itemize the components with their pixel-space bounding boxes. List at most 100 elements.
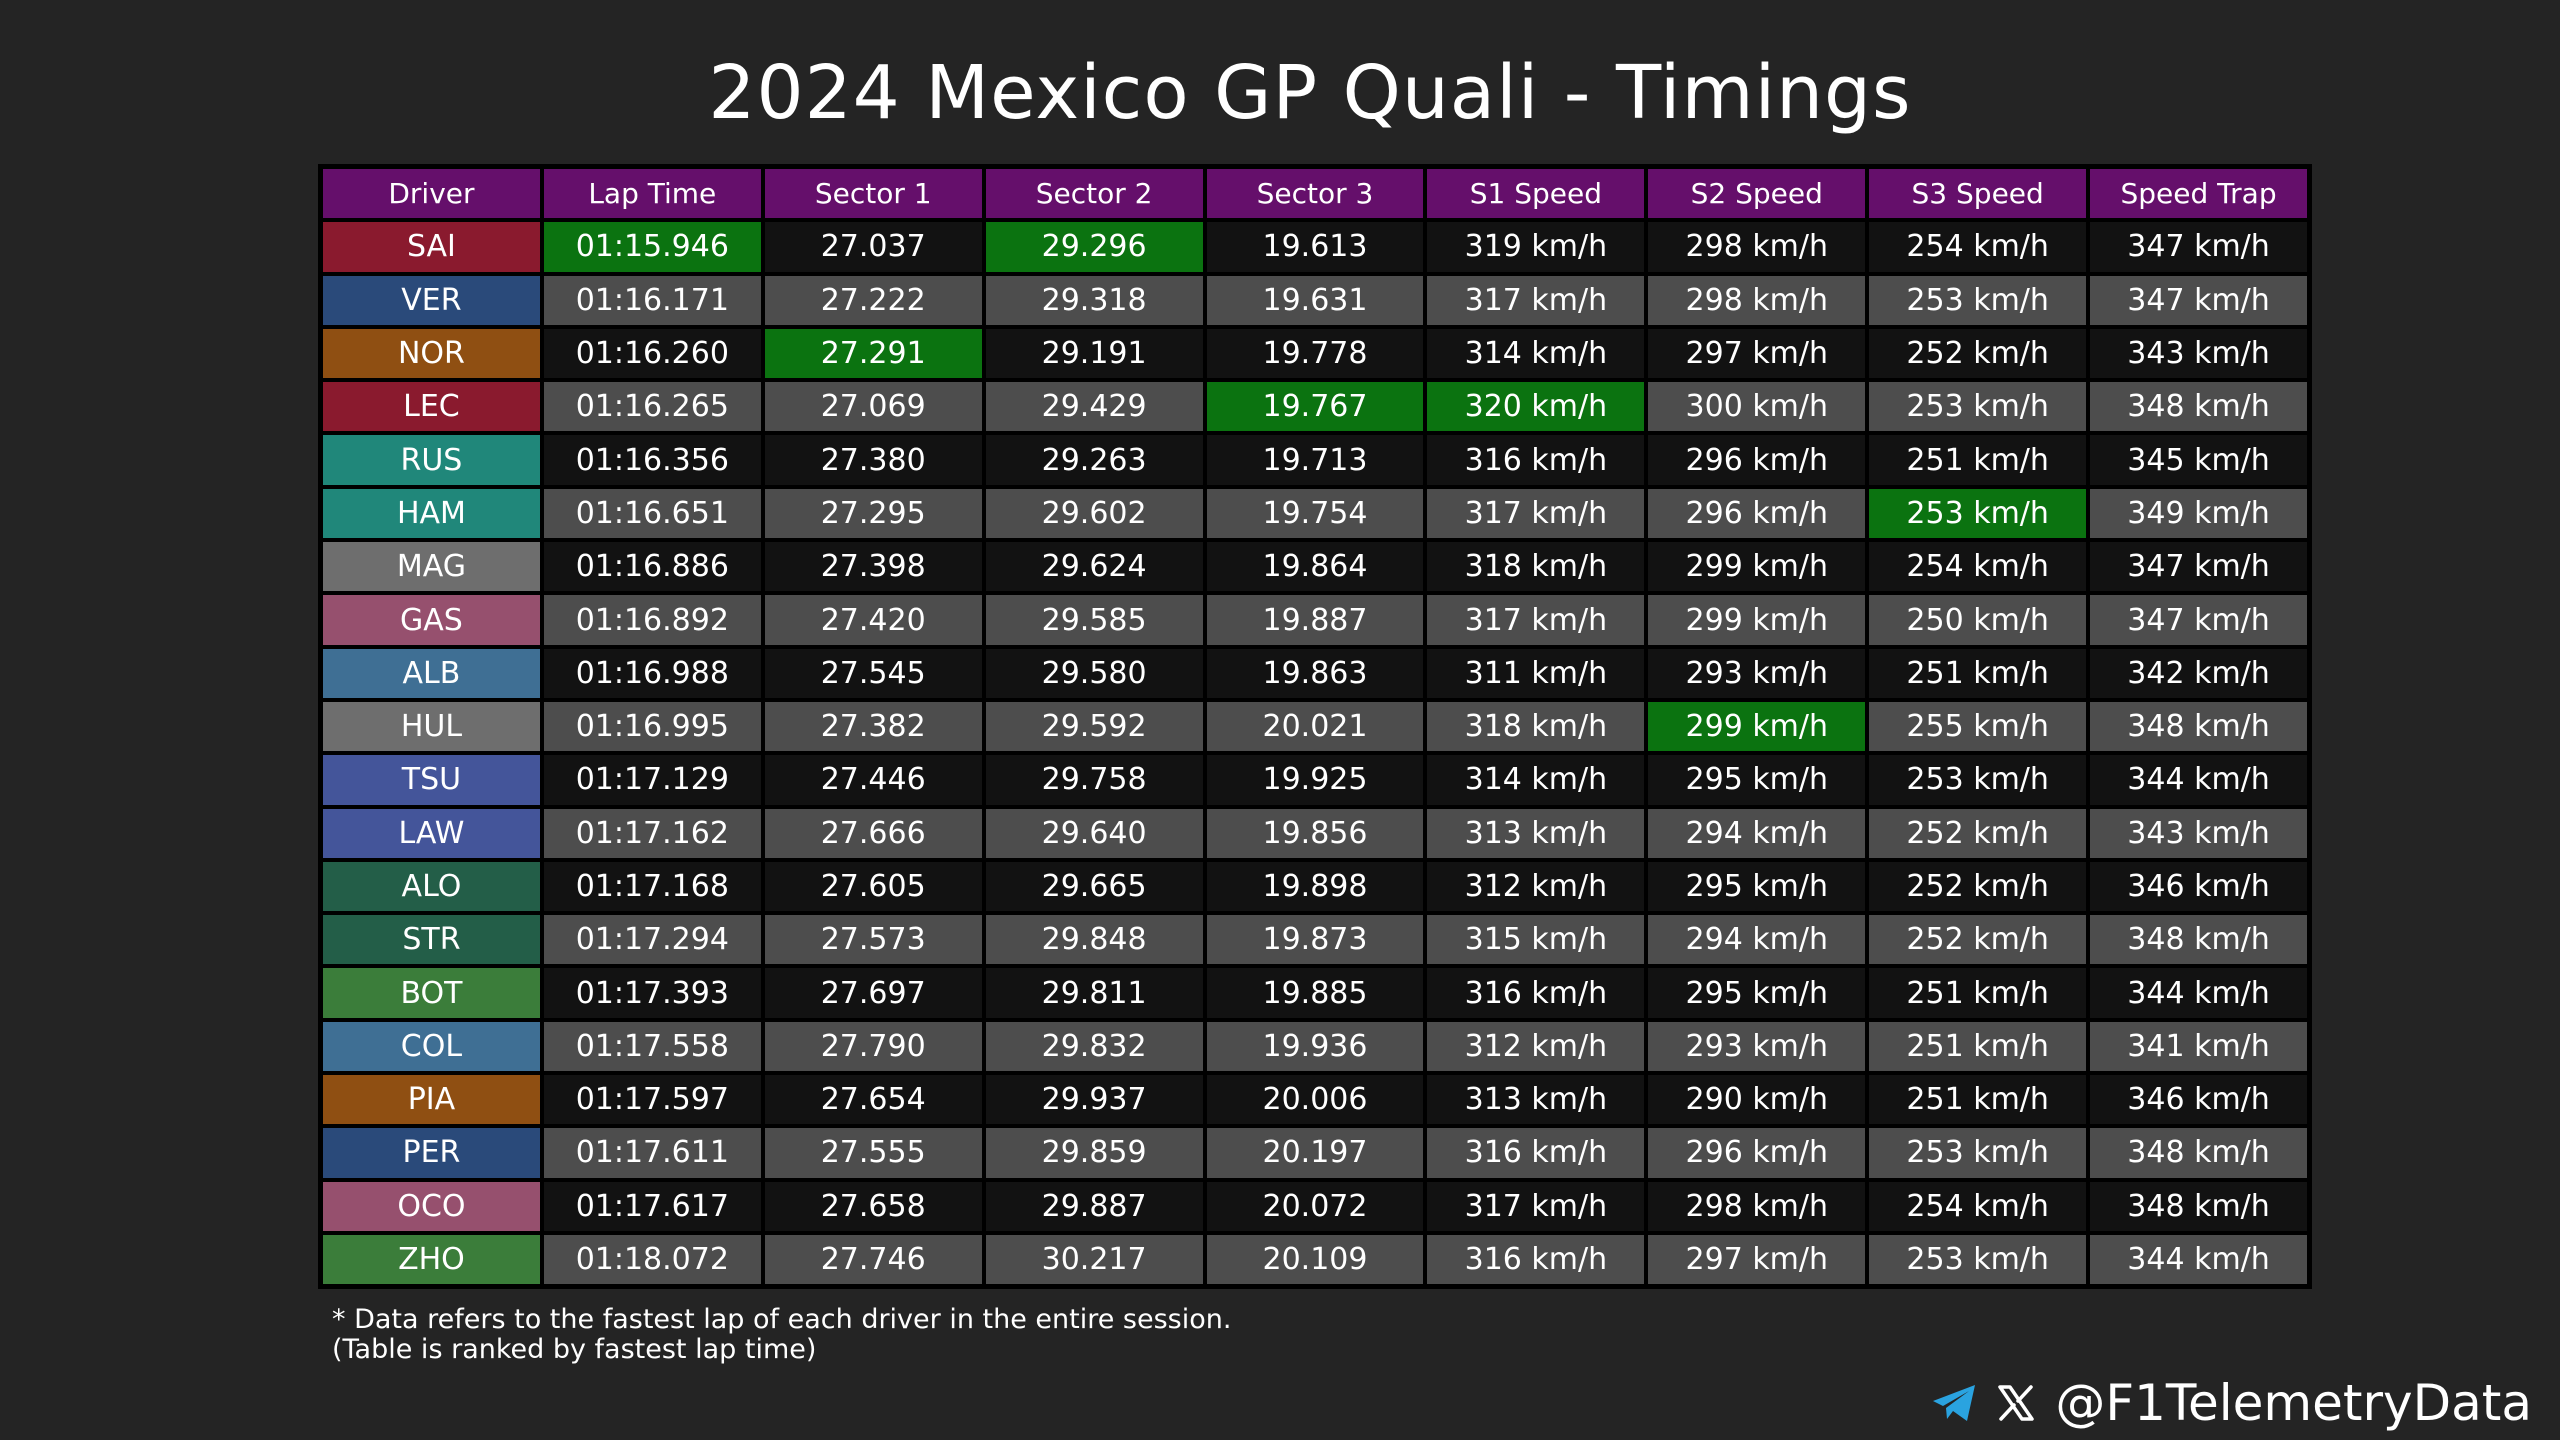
driver-cell: LAW <box>321 806 542 860</box>
s1-speed-cell: 317 km/h <box>1425 273 1647 327</box>
s2-speed-cell: 296 km/h <box>1646 486 1868 541</box>
page-title: 2024 Mexico GP Quali - Timings <box>708 50 1912 136</box>
s3-speed-cell: 253 km/h <box>1867 1232 2089 1287</box>
s3-speed-cell: 251 km/h <box>1867 646 2089 700</box>
speed-trap-cell: 342 km/h <box>2088 646 2309 700</box>
sector-2-cell: 29.585 <box>983 593 1205 647</box>
lap-time-cell: 01:17.617 <box>541 1179 763 1233</box>
lap-time-cell: 01:16.265 <box>541 380 763 434</box>
sector-2-cell: 29.191 <box>983 326 1205 381</box>
s2-speed-cell: 293 km/h <box>1646 646 1868 700</box>
sector-1-cell: 27.398 <box>762 540 984 594</box>
sector-2-cell: 29.887 <box>983 1179 1205 1233</box>
sector-2-cell: 29.296 <box>983 220 1205 274</box>
column-header-s1-speed: S1 Speed <box>1425 167 1647 221</box>
lap-time-cell: 01:17.597 <box>541 1073 763 1127</box>
sector-2-cell: 29.832 <box>983 1019 1205 1074</box>
sector-1-cell: 27.555 <box>762 1126 984 1180</box>
column-header-lap-time: Lap Time <box>541 167 763 221</box>
driver-cell: STR <box>321 913 542 967</box>
s2-speed-cell: 294 km/h <box>1646 913 1868 967</box>
driver-cell: HAM <box>321 486 542 541</box>
s2-speed-cell: 295 km/h <box>1646 753 1868 807</box>
sector-2-cell: 29.848 <box>983 913 1205 967</box>
s1-speed-cell: 312 km/h <box>1425 1019 1647 1074</box>
sector-2-cell: 29.811 <box>983 966 1205 1020</box>
sector-1-cell: 27.037 <box>762 220 984 274</box>
s1-speed-cell: 315 km/h <box>1425 913 1647 967</box>
lap-time-cell: 01:16.886 <box>541 540 763 594</box>
lap-time-cell: 01:17.294 <box>541 913 763 967</box>
sector-3-cell: 20.197 <box>1204 1126 1426 1180</box>
s2-speed-cell: 299 km/h <box>1646 593 1868 647</box>
lap-time-cell: 01:17.611 <box>541 1126 763 1180</box>
s1-speed-cell: 312 km/h <box>1425 859 1647 914</box>
sector-3-cell: 19.925 <box>1204 753 1426 807</box>
s3-speed-cell: 251 km/h <box>1867 433 2089 487</box>
lap-time-cell: 01:16.988 <box>541 646 763 700</box>
driver-cell: NOR <box>321 326 542 381</box>
speed-trap-cell: 348 km/h <box>2088 913 2309 967</box>
telegram-icon <box>1931 1383 1977 1423</box>
lap-time-cell: 01:16.651 <box>541 486 763 541</box>
s2-speed-cell: 298 km/h <box>1646 220 1868 274</box>
lap-time-cell: 01:16.892 <box>541 593 763 647</box>
driver-cell: ZHO <box>321 1232 542 1287</box>
s2-speed-cell: 290 km/h <box>1646 1073 1868 1127</box>
s3-speed-cell: 253 km/h <box>1867 273 2089 327</box>
sector-3-cell: 19.754 <box>1204 486 1426 541</box>
lap-time-cell: 01:16.995 <box>541 699 763 754</box>
s1-speed-cell: 317 km/h <box>1425 486 1647 541</box>
driver-cell: BOT <box>321 966 542 1020</box>
speed-trap-cell: 345 km/h <box>2088 433 2309 487</box>
sector-1-cell: 27.446 <box>762 753 984 807</box>
s3-speed-cell: 251 km/h <box>1867 1019 2089 1074</box>
lap-time-cell: 01:16.356 <box>541 433 763 487</box>
s3-speed-cell: 253 km/h <box>1867 380 2089 434</box>
sector-3-cell: 20.109 <box>1204 1232 1426 1287</box>
speed-trap-cell: 344 km/h <box>2088 753 2309 807</box>
s1-speed-cell: 313 km/h <box>1425 1073 1647 1127</box>
s3-speed-cell: 252 km/h <box>1867 806 2089 860</box>
speed-trap-cell: 346 km/h <box>2088 1073 2309 1127</box>
s3-speed-cell: 251 km/h <box>1867 966 2089 1020</box>
sector-2-cell: 29.665 <box>983 859 1205 914</box>
s2-speed-cell: 293 km/h <box>1646 1019 1868 1074</box>
footnote: * Data refers to the fastest lap of each… <box>332 1305 1231 1365</box>
s2-speed-cell: 297 km/h <box>1646 326 1868 381</box>
lap-time-cell: 01:17.129 <box>541 753 763 807</box>
sector-2-cell: 29.592 <box>983 699 1205 754</box>
driver-cell: RUS <box>321 433 542 487</box>
s1-speed-cell: 316 km/h <box>1425 1126 1647 1180</box>
s3-speed-cell: 254 km/h <box>1867 540 2089 594</box>
column-header-sector-2: Sector 2 <box>983 167 1205 221</box>
sector-2-cell: 29.580 <box>983 646 1205 700</box>
s3-speed-cell: 251 km/h <box>1867 1073 2089 1127</box>
speed-trap-cell: 347 km/h <box>2088 540 2309 594</box>
driver-cell: OCO <box>321 1179 542 1233</box>
speed-trap-cell: 349 km/h <box>2088 486 2309 541</box>
s1-speed-cell: 316 km/h <box>1425 433 1647 487</box>
lap-time-cell: 01:18.072 <box>541 1232 763 1287</box>
s2-speed-cell: 295 km/h <box>1646 966 1868 1020</box>
sector-2-cell: 29.937 <box>983 1073 1205 1127</box>
sector-3-cell: 19.613 <box>1204 220 1426 274</box>
sector-3-cell: 20.006 <box>1204 1073 1426 1127</box>
handle-text: @F1TelemetryData <box>2055 1374 2532 1432</box>
sector-1-cell: 27.666 <box>762 806 984 860</box>
s2-speed-cell: 294 km/h <box>1646 806 1868 860</box>
sector-3-cell: 20.072 <box>1204 1179 1426 1233</box>
s2-speed-cell: 297 km/h <box>1646 1232 1868 1287</box>
sector-3-cell: 19.767 <box>1204 380 1426 434</box>
sector-1-cell: 27.545 <box>762 646 984 700</box>
timings-table: Driver Lap Time Sector 1 Sector 2 Sector 3 S1… <box>318 164 2312 1290</box>
sector-1-cell: 27.790 <box>762 1019 984 1074</box>
sector-2-cell: 30.217 <box>983 1232 1205 1287</box>
sector-3-cell: 19.778 <box>1204 326 1426 381</box>
s1-speed-cell: 316 km/h <box>1425 1232 1647 1287</box>
speed-trap-cell: 344 km/h <box>2088 1232 2309 1287</box>
s1-speed-cell: 311 km/h <box>1425 646 1647 700</box>
column-header-sector-3: Sector 3 <box>1204 167 1426 221</box>
driver-cell: SAI <box>321 220 542 274</box>
sector-3-cell: 19.885 <box>1204 966 1426 1020</box>
